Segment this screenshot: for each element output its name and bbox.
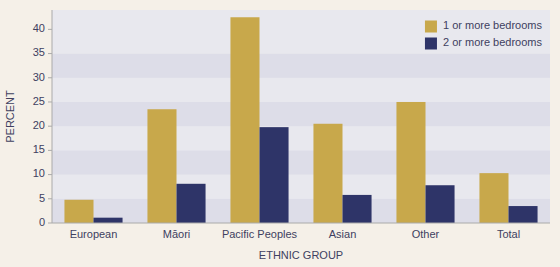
- y-tick-label: 15: [33, 143, 45, 155]
- y-tick: [48, 126, 52, 127]
- chart-svg: 0 5 10 15 20 25 30 35 40 European Māori Pacific Peo…: [0, 0, 560, 267]
- stripe-band: [52, 126, 550, 150]
- stripe-band: [52, 175, 550, 199]
- bar: [396, 102, 425, 223]
- bar: [343, 195, 372, 223]
- y-tick: [48, 29, 52, 30]
- bar: [177, 184, 206, 223]
- y-tick: [48, 150, 52, 151]
- y-tick-label: 40: [33, 22, 45, 34]
- baseline: [52, 223, 550, 224]
- y-tick: [48, 174, 52, 175]
- x-tick-label: Asian: [329, 228, 357, 240]
- stripe-band: [52, 54, 550, 78]
- bar: [479, 173, 508, 223]
- y-tick-label: 25: [33, 95, 45, 107]
- bar: [94, 218, 123, 223]
- x-axis-label: ETHNIC GROUP: [259, 249, 343, 261]
- y-tick-label: 10: [33, 167, 45, 179]
- bar: [313, 124, 342, 223]
- stripe-band: [52, 150, 550, 174]
- stripe-band: [52, 78, 550, 102]
- x-tick-label: Other: [412, 228, 440, 240]
- x-tick-label: Pacific Peoples: [222, 228, 298, 240]
- bar: [230, 17, 259, 223]
- chart-container: 0 5 10 15 20 25 30 35 40 European Māori Pacific Peo…: [0, 0, 560, 267]
- y-tick: [48, 53, 52, 54]
- y-tick: [48, 223, 52, 224]
- y-axis-label: PERCENT: [4, 90, 16, 143]
- y-tick: [48, 77, 52, 78]
- bar: [426, 185, 455, 223]
- stripe-band: [52, 29, 550, 53]
- stripe-band: [52, 199, 550, 223]
- y-tick-label: 30: [33, 71, 45, 83]
- x-tick-label: European: [70, 228, 118, 240]
- legend-swatch: [425, 21, 437, 33]
- stripe-band: [52, 102, 550, 126]
- y-axis-line: [52, 10, 53, 223]
- bar: [64, 200, 93, 223]
- x-tick-label: Māori: [163, 228, 191, 240]
- legend: 1 or more bedrooms 2 or more bedrooms: [425, 19, 543, 49]
- legend-label: 1 or more bedrooms: [443, 19, 543, 31]
- bar: [260, 127, 289, 223]
- y-tick-label: 0: [39, 216, 45, 228]
- background: [0, 0, 560, 267]
- bar: [509, 206, 538, 223]
- y-tick: [48, 198, 52, 199]
- plot-background: [52, 10, 550, 223]
- bar: [147, 109, 176, 223]
- y-tick-label: 20: [33, 119, 45, 131]
- y-tick: [48, 101, 52, 102]
- y-tick-label: 35: [33, 46, 45, 58]
- legend-label: 2 or more bedrooms: [443, 36, 543, 48]
- x-tick-label: Total: [497, 228, 520, 240]
- y-tick-label: 5: [39, 192, 45, 204]
- legend-swatch: [425, 38, 437, 50]
